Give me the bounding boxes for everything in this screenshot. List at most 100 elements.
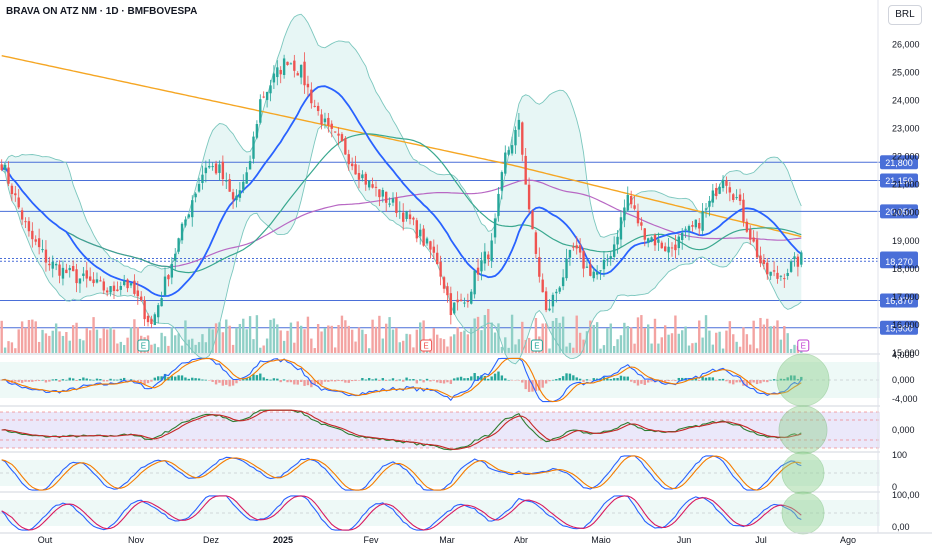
macd-histogram-bar (170, 376, 174, 381)
volume-bar (470, 327, 473, 353)
candle (504, 152, 507, 174)
volume-bar (609, 323, 612, 353)
volume-bar (7, 341, 10, 353)
candle (7, 167, 10, 184)
volume-bar (119, 341, 122, 353)
macd-histogram-bar (78, 379, 82, 381)
volume-bar (402, 340, 405, 353)
candle (694, 219, 698, 228)
macd-histogram-bar (58, 380, 61, 382)
volume-bar (473, 318, 476, 353)
macd-histogram-bar (449, 380, 453, 384)
macd-histogram-bar (82, 377, 85, 381)
macd-histogram-bar (293, 380, 296, 385)
volume-bar (330, 325, 333, 353)
macd-histogram-bar (796, 379, 800, 381)
volume-bar (310, 338, 313, 353)
candle (231, 192, 235, 200)
macd-histogram-bar (623, 376, 626, 381)
volume-bar (527, 337, 531, 353)
macd-histogram-bar (616, 377, 619, 381)
candle (772, 270, 776, 272)
volume-bar (633, 343, 636, 353)
volume-bar (245, 329, 248, 353)
macd-histogram-bar (565, 373, 568, 381)
macd-histogram-bar (558, 378, 561, 381)
macd-histogram-bar (762, 380, 766, 382)
bollinger-band-fill (1, 14, 802, 364)
volume-bar (78, 338, 82, 353)
volume-bar (37, 341, 41, 353)
macd-histogram-bar (786, 377, 789, 381)
currency-button[interactable]: BRL (888, 5, 922, 25)
macd-histogram-bar (265, 378, 269, 381)
candle (449, 293, 453, 316)
y-tick-label: 23,000 (892, 124, 920, 134)
candle (667, 246, 670, 253)
volume-bar (755, 348, 759, 353)
candle (755, 239, 759, 258)
volume-bar (521, 321, 524, 353)
indicator-line-b (1, 495, 802, 531)
volume-bar (769, 326, 772, 353)
macd-histogram-bar (323, 380, 327, 382)
indicator-tick-label: 100 (892, 450, 907, 460)
macd-histogram-bar (34, 380, 37, 382)
volume-bar (320, 331, 323, 353)
macd-histogram-bar (92, 379, 95, 381)
candle (698, 222, 701, 229)
macd-histogram-bar (779, 378, 783, 381)
volume-bar (136, 327, 139, 353)
y-tick-label: 22,000 (892, 152, 920, 162)
macd-histogram-bar (612, 378, 616, 381)
volume-bar (14, 348, 17, 353)
volume-bar (745, 334, 749, 353)
macd-histogram-bar (517, 380, 521, 381)
candle (48, 263, 51, 266)
volume-bar (548, 348, 551, 353)
candle (402, 212, 405, 222)
macd-histogram-bar (299, 380, 303, 382)
volume-bar (415, 329, 419, 353)
volume-bar (388, 317, 391, 353)
macd-histogram-bar (646, 380, 650, 383)
macd-histogram-bar (248, 377, 252, 381)
macd-histogram-bar (766, 380, 769, 383)
volume-bar (582, 339, 585, 353)
volume-bar (126, 337, 129, 353)
candle (439, 261, 442, 277)
macd-histogram-bar (487, 378, 490, 381)
macd-histogram-bar (800, 376, 803, 381)
candle (732, 194, 735, 200)
volume-bar (344, 320, 347, 353)
volume-bar (384, 323, 388, 353)
macd-histogram-bar (140, 380, 143, 382)
volume-bar (191, 338, 194, 353)
candle (633, 205, 636, 209)
candle (738, 194, 742, 201)
volume-bar (333, 347, 337, 353)
candle (524, 155, 527, 185)
candle (123, 281, 126, 286)
earnings-marker-label: E (801, 342, 806, 351)
volume-bar (228, 325, 231, 353)
candle (728, 187, 732, 193)
volume-bar (725, 330, 728, 353)
macd-histogram-bar (609, 379, 612, 381)
macd-histogram-bar (201, 379, 204, 381)
volume-bar (221, 332, 225, 353)
candle (235, 195, 238, 201)
candle (578, 245, 582, 253)
candle (27, 221, 31, 232)
macd-histogram-bar (759, 380, 762, 384)
macd-histogram-bar (490, 376, 493, 381)
volume-bar (490, 322, 493, 353)
volume-bar (95, 329, 99, 353)
candle (691, 225, 694, 227)
candle (483, 251, 487, 264)
indicator-tick-label: 100,00 (892, 490, 920, 500)
volume-bar (248, 316, 252, 353)
candle (646, 238, 650, 243)
candle (592, 271, 595, 279)
